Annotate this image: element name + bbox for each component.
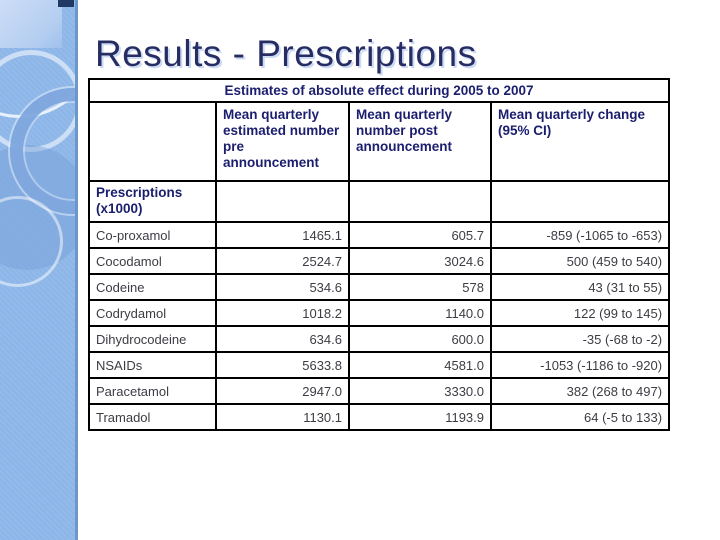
column-header-pre: Mean quarterly estimated number pre anno… (215, 101, 350, 182)
table-row: Codeine 534.6 578 43 (31 to 55) (88, 273, 671, 301)
drug-name: Cocodamol (88, 247, 217, 275)
table-row: NSAIDs 5633.8 4581.0 -1053 (-1186 to -92… (88, 351, 671, 379)
table-row: Dihydrocodeine 634.6 600.0 -35 (-68 to -… (88, 325, 671, 353)
column-header-change: Mean quarterly change (95% CI) (489, 101, 671, 182)
post-value: 1140.0 (348, 299, 492, 327)
pre-value: 1465.1 (215, 221, 350, 249)
change-value: 500 (459 to 540) (489, 247, 671, 275)
slide-title: Results - Prescriptions (95, 32, 477, 74)
post-value: 4581.0 (348, 351, 492, 379)
table-header-row: Mean quarterly estimated number pre anno… (88, 101, 671, 182)
change-value: -859 (-1065 to -653) (489, 221, 671, 249)
drug-name: Paracetamol (88, 377, 217, 405)
results-table: Estimates of absolute effect during 2005… (87, 78, 671, 431)
drug-name: NSAIDs (88, 351, 217, 379)
group-empty-cell (348, 180, 492, 223)
post-value: 3330.0 (348, 377, 492, 405)
pre-value: 534.6 (215, 273, 350, 301)
pre-value: 2524.7 (215, 247, 350, 275)
drug-name: Codrydamol (88, 299, 217, 327)
change-value: -1053 (-1186 to -920) (489, 351, 671, 379)
change-value: 122 (99 to 145) (489, 299, 671, 327)
pre-value: 634.6 (215, 325, 350, 353)
column-header-empty (88, 101, 217, 182)
post-value: 3024.6 (348, 247, 492, 275)
post-value: 605.7 (348, 221, 492, 249)
pre-value: 1130.1 (215, 403, 350, 431)
table-row: Paracetamol 2947.0 3330.0 382 (268 to 49… (88, 377, 671, 405)
table-row: Co-proxamol 1465.1 605.7 -859 (-1065 to … (88, 221, 671, 249)
table-caption-row: Estimates of absolute effect during 2005… (87, 78, 671, 103)
drug-name: Tramadol (88, 403, 217, 431)
table-row: Tramadol 1130.1 1193.9 64 (-5 to 133) (88, 403, 671, 431)
change-value: -35 (-68 to -2) (489, 325, 671, 353)
table-row: Cocodamol 2524.7 3024.6 500 (459 to 540) (88, 247, 671, 275)
post-value: 600.0 (348, 325, 492, 353)
group-empty-cell (215, 180, 350, 223)
table-row: Codrydamol 1018.2 1140.0 122 (99 to 145) (88, 299, 671, 327)
drug-name: Codeine (88, 273, 217, 301)
drug-name: Co-proxamol (88, 221, 217, 249)
pre-value: 2947.0 (215, 377, 350, 405)
change-value: 64 (-5 to 133) (489, 403, 671, 431)
group-label-row: Prescriptions (x1000) (88, 180, 671, 223)
group-label: Prescriptions (x1000) (88, 180, 217, 223)
pre-value: 1018.2 (215, 299, 350, 327)
post-value: 578 (348, 273, 492, 301)
decorative-sidebar (0, 0, 78, 540)
table-caption: Estimates of absolute effect during 2005… (87, 78, 671, 103)
navy-corner-chip (58, 0, 74, 7)
change-value: 43 (31 to 55) (489, 273, 671, 301)
drug-name: Dihydrocodeine (88, 325, 217, 353)
pre-value: 5633.8 (215, 351, 350, 379)
group-empty-cell (489, 180, 671, 223)
change-value: 382 (268 to 497) (489, 377, 671, 405)
column-header-post: Mean quarterly number post announcement (348, 101, 492, 182)
post-value: 1193.9 (348, 403, 492, 431)
